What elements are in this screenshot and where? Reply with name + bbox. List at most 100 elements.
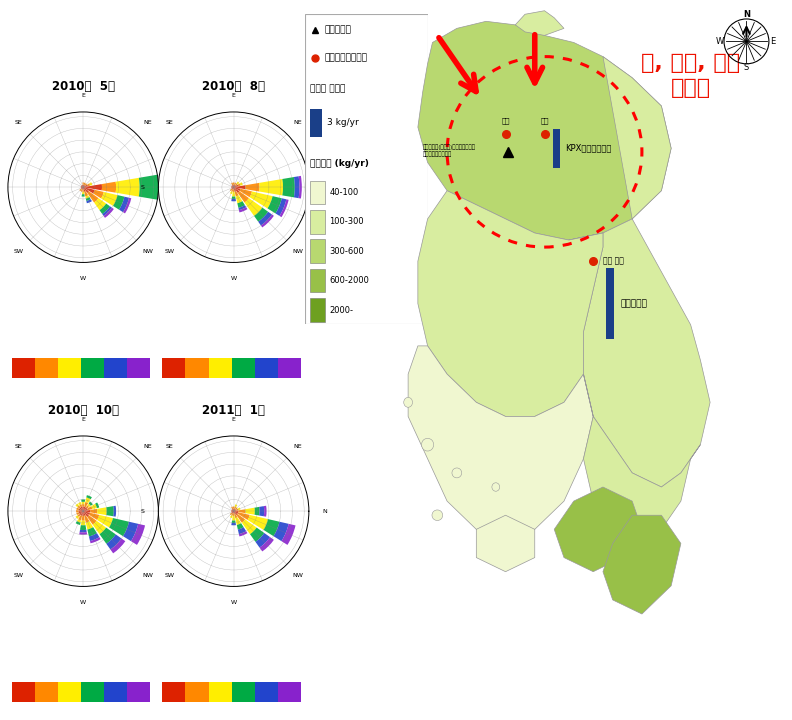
Bar (97, 508, 107, 515)
Bar (231, 186, 234, 187)
Polygon shape (554, 487, 642, 572)
Bar (240, 182, 243, 186)
Bar (82, 504, 84, 507)
Text: S: S (744, 63, 749, 73)
Bar (83, 507, 86, 511)
Bar (83, 509, 88, 511)
Bar (236, 514, 246, 523)
Bar (100, 528, 116, 544)
Bar (87, 503, 91, 507)
FancyBboxPatch shape (305, 14, 428, 324)
Bar (79, 508, 83, 511)
Text: 40-100: 40-100 (329, 188, 359, 197)
Title: 2010년  8월: 2010년 8월 (202, 81, 265, 94)
Bar (234, 511, 235, 513)
Bar (231, 189, 233, 192)
Title: 2010년  10월: 2010년 10월 (48, 405, 119, 418)
Bar (131, 524, 145, 545)
Bar (76, 521, 81, 525)
Bar (234, 509, 235, 511)
Bar (245, 198, 262, 216)
Bar (273, 522, 288, 541)
Bar (232, 197, 235, 199)
Bar (236, 181, 239, 184)
Text: 300-600: 300-600 (329, 247, 364, 256)
Bar (91, 504, 97, 509)
Bar (310, 269, 325, 292)
Bar (87, 192, 98, 202)
Bar (256, 533, 270, 548)
Bar (86, 498, 90, 503)
Bar (232, 509, 234, 511)
Bar (310, 181, 325, 204)
Bar (110, 539, 125, 554)
Bar (232, 511, 234, 513)
Bar (79, 504, 82, 507)
Bar (82, 189, 84, 192)
Bar (232, 511, 234, 513)
Bar (246, 183, 260, 192)
Bar (83, 185, 88, 187)
Bar (82, 511, 84, 516)
Bar (234, 504, 238, 507)
Bar (83, 184, 102, 190)
Bar (234, 187, 241, 191)
Text: 3 kg/yr: 3 kg/yr (327, 118, 359, 127)
Bar (86, 195, 89, 199)
Bar (231, 682, 255, 702)
Bar (81, 507, 83, 511)
Bar (261, 215, 274, 228)
Bar (238, 508, 241, 510)
Bar (232, 187, 234, 189)
Bar (83, 511, 89, 517)
Bar (84, 192, 88, 197)
Bar (78, 509, 83, 511)
Bar (82, 187, 83, 189)
Bar (554, 129, 560, 168)
Bar (278, 682, 301, 702)
Ellipse shape (492, 483, 500, 491)
Bar (101, 181, 116, 193)
Bar (83, 510, 90, 513)
Bar (86, 199, 92, 203)
Bar (82, 516, 85, 521)
Text: 대기측정망: 대기측정망 (325, 25, 352, 35)
Bar (89, 533, 99, 541)
Bar (310, 240, 325, 263)
Bar (235, 517, 241, 525)
Bar (87, 184, 90, 186)
Bar (86, 495, 92, 499)
Bar (100, 204, 110, 214)
Text: 100-300: 100-300 (329, 217, 364, 226)
Bar (230, 513, 232, 515)
Text: 공업: 공업 (501, 117, 510, 124)
Bar (607, 269, 614, 339)
Bar (87, 516, 97, 525)
Bar (232, 509, 234, 511)
Bar (83, 187, 94, 194)
Bar (75, 503, 79, 507)
Bar (234, 509, 235, 511)
Bar (83, 185, 85, 187)
Bar (276, 198, 287, 216)
Bar (86, 521, 93, 529)
Bar (235, 508, 238, 510)
Bar (86, 197, 90, 201)
Bar (162, 174, 166, 201)
Bar (239, 531, 247, 536)
Bar (76, 508, 79, 510)
Bar (75, 516, 79, 519)
Bar (254, 207, 268, 222)
Bar (82, 182, 84, 185)
Bar (87, 506, 93, 510)
Bar (230, 189, 232, 191)
Bar (234, 185, 246, 189)
Bar (113, 505, 116, 517)
Bar (238, 509, 246, 513)
Bar (106, 506, 114, 516)
Bar (58, 682, 81, 702)
Bar (237, 523, 244, 529)
Bar (234, 187, 239, 193)
Bar (234, 183, 236, 185)
Bar (231, 511, 234, 513)
